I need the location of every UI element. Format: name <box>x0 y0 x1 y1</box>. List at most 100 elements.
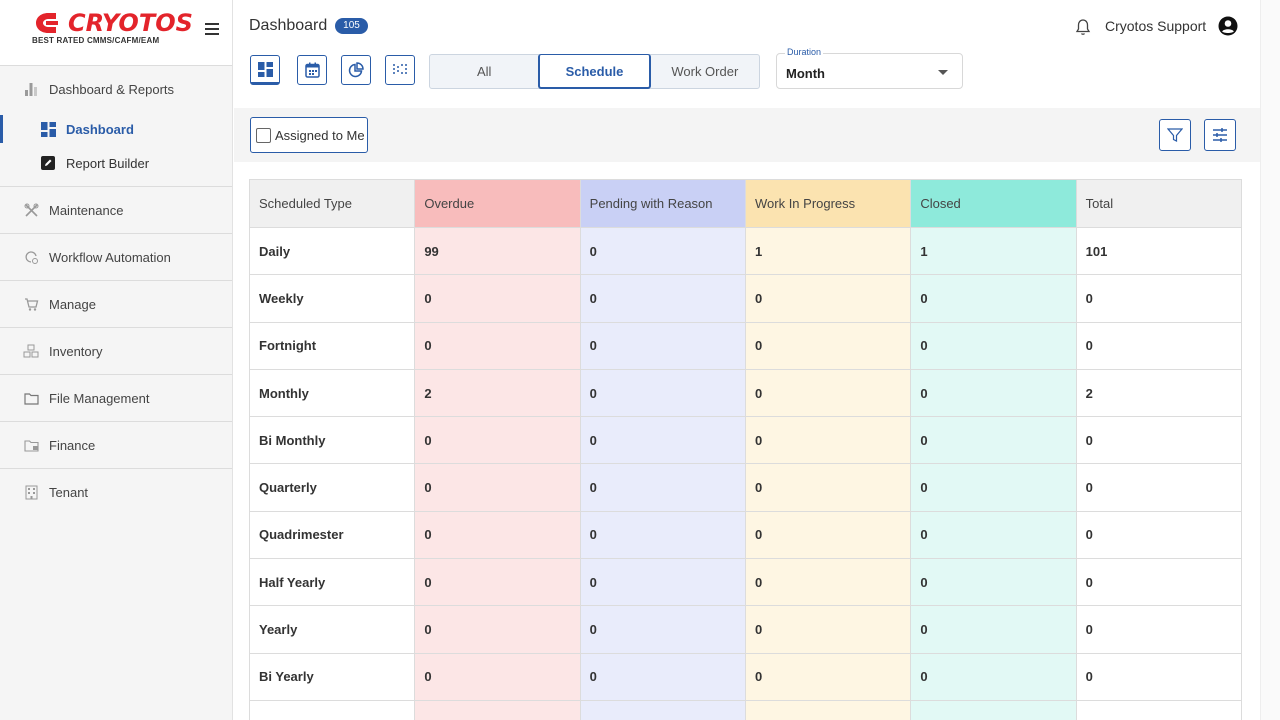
settings-button[interactable] <box>1204 119 1236 151</box>
count-cell[interactable]: 0 <box>579 368 746 418</box>
assigned-to-me-toggle[interactable]: Assigned to Me <box>250 117 368 153</box>
duration-select[interactable]: Duration Month <box>776 47 963 89</box>
count-cell[interactable] <box>744 699 912 720</box>
count-cell[interactable]: 0 <box>414 510 581 560</box>
scatter-view-button[interactable] <box>385 55 415 85</box>
count-cell[interactable]: 0 <box>414 605 581 654</box>
count-cell[interactable]: 0 <box>1075 274 1243 323</box>
count-cell[interactable]: 0 <box>744 558 912 607</box>
sidebar-item-finance[interactable]: Finance <box>0 422 232 468</box>
count-cell[interactable]: 0 <box>1075 510 1243 560</box>
count-cell[interactable]: 0 <box>1075 652 1243 701</box>
count-cell[interactable] <box>414 699 581 720</box>
count-cell[interactable]: 0 <box>579 605 746 654</box>
sidebar-item-manage[interactable]: Manage <box>0 281 232 327</box>
count-cell[interactable]: 2 <box>1075 368 1243 418</box>
column-header[interactable]: Closed <box>910 179 1077 228</box>
count-cell[interactable]: 0 <box>744 368 912 418</box>
count-cell[interactable]: 0 <box>744 274 912 323</box>
sidebar-item-maintenance[interactable]: Maintenance <box>0 187 232 233</box>
assigned-checkbox[interactable] <box>256 127 271 143</box>
column-header[interactable]: Work In Progress <box>744 179 912 228</box>
dashboard-view-button[interactable] <box>250 55 280 85</box>
count-cell[interactable]: 0 <box>414 274 581 323</box>
count-cell[interactable]: 0 <box>910 558 1077 607</box>
count-cell[interactable]: 0 <box>910 605 1077 654</box>
sidebar-item-tenant[interactable]: Tenant <box>0 469 232 515</box>
sidebar-item-inventory[interactable]: Inventory <box>0 328 232 374</box>
sidebar-subitem-dashboard[interactable]: Dashboard <box>0 112 232 146</box>
table-row[interactable]: Yearly 0 0 0 0 0 <box>248 605 1243 654</box>
sidebar-item-workflow-automation[interactable]: Workflow Automation <box>0 234 232 280</box>
segment-work-order[interactable]: Work Order <box>671 64 739 79</box>
count-cell[interactable]: 0 <box>579 416 746 465</box>
calendar-view-button[interactable] <box>297 55 327 85</box>
count-cell[interactable]: 1 <box>744 226 912 276</box>
scheduled-type-cell: Quadrimester <box>248 510 416 560</box>
column-header[interactable]: Total <box>1075 179 1243 228</box>
table-row[interactable] <box>248 699 1243 720</box>
count-cell[interactable]: 0 <box>579 226 746 276</box>
segment-all[interactable]: All <box>476 64 492 79</box>
count-cell[interactable]: 0 <box>910 463 1077 512</box>
table-row[interactable]: Weekly 0 0 0 0 0 <box>248 274 1243 323</box>
count-cell[interactable]: 0 <box>910 510 1077 560</box>
count-cell[interactable]: 0 <box>744 510 912 560</box>
count-cell[interactable]: 99 <box>414 226 581 276</box>
column-header[interactable]: Pending with Reason <box>579 179 746 228</box>
count-cell[interactable]: 0 <box>1075 463 1243 512</box>
count-cell[interactable] <box>579 699 746 720</box>
count-cell[interactable]: 0 <box>744 652 912 701</box>
column-header[interactable]: Overdue <box>414 179 581 228</box>
count-cell[interactable]: 0 <box>744 416 912 465</box>
table-row[interactable]: Bi Yearly 0 0 0 0 0 <box>248 652 1243 701</box>
bell-icon[interactable] <box>1075 18 1091 36</box>
count-cell[interactable]: 0 <box>414 652 581 701</box>
count-cell[interactable]: 1 <box>910 226 1077 276</box>
count-cell[interactable]: 0 <box>1075 558 1243 607</box>
count-cell[interactable]: 101 <box>1075 226 1243 276</box>
table-row[interactable]: Quarterly 0 0 0 0 0 <box>248 463 1243 512</box>
count-cell[interactable]: 0 <box>744 463 912 512</box>
count-cell[interactable]: 0 <box>1075 605 1243 654</box>
count-cell[interactable]: 0 <box>414 416 581 465</box>
count-cell[interactable]: 2 <box>414 368 581 418</box>
filter-button[interactable] <box>1159 119 1191 151</box>
count-cell[interactable]: 0 <box>414 558 581 607</box>
count-cell[interactable]: 0 <box>744 321 912 370</box>
column-header[interactable]: Scheduled Type <box>248 179 416 228</box>
count-cell[interactable]: 0 <box>1075 321 1243 370</box>
count-cell[interactable]: 0 <box>744 605 912 654</box>
count-cell[interactable]: 0 <box>910 274 1077 323</box>
count-cell[interactable]: 0 <box>414 463 581 512</box>
sidebar-item-file-management[interactable]: File Management <box>0 375 232 421</box>
count-cell[interactable]: 0 <box>579 463 746 512</box>
table-row[interactable]: Daily 99 0 1 1 101 <box>248 226 1243 276</box>
user-avatar-icon[interactable] <box>1218 16 1238 36</box>
count-cell[interactable] <box>910 699 1077 720</box>
table-row[interactable]: Fortnight 0 0 0 0 0 <box>248 321 1243 370</box>
table-row[interactable]: Half Yearly 0 0 0 0 0 <box>248 558 1243 607</box>
table-row[interactable]: Bi Monthly 0 0 0 0 0 <box>248 416 1243 465</box>
sidebar-subitem-report-builder[interactable]: Report Builder <box>0 146 232 180</box>
count-cell[interactable]: 0 <box>414 321 581 370</box>
count-cell[interactable] <box>1075 699 1243 720</box>
count-cell[interactable]: 0 <box>910 321 1077 370</box>
count-cell[interactable]: 0 <box>579 510 746 560</box>
count-cell[interactable]: 0 <box>579 321 746 370</box>
chart-view-button[interactable] <box>341 55 371 85</box>
table-row[interactable]: Monthly 2 0 0 0 2 <box>248 368 1243 418</box>
count-cell[interactable]: 0 <box>579 274 746 323</box>
table-row[interactable]: Quadrimester 0 0 0 0 0 <box>248 510 1243 560</box>
page-scrollbar[interactable] <box>1260 0 1280 720</box>
count-cell[interactable]: 0 <box>579 558 746 607</box>
user-name[interactable]: Cryotos Support <box>1105 18 1207 34</box>
count-cell[interactable]: 0 <box>910 368 1077 418</box>
count-cell[interactable]: 0 <box>910 652 1077 701</box>
sidebar-item-dashboard-reports[interactable]: Dashboard & Reports <box>0 66 232 112</box>
hamburger-menu-icon[interactable] <box>205 23 219 35</box>
count-cell[interactable]: 0 <box>1075 416 1243 465</box>
count-cell[interactable]: 0 <box>910 416 1077 465</box>
segment-schedule[interactable]: Schedule <box>538 54 651 89</box>
count-cell[interactable]: 0 <box>579 652 746 701</box>
